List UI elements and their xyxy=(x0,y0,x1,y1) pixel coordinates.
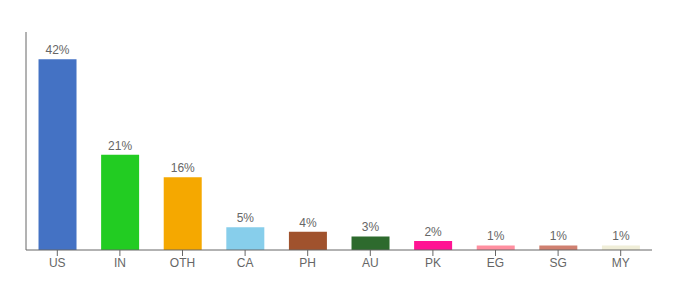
svg-text:3%: 3% xyxy=(362,220,380,234)
svg-text:1%: 1% xyxy=(612,229,630,243)
svg-text:1%: 1% xyxy=(487,229,505,243)
svg-text:2%: 2% xyxy=(424,225,442,239)
svg-text:1%: 1% xyxy=(550,229,568,243)
svg-text:AU: AU xyxy=(362,256,379,270)
svg-text:21%: 21% xyxy=(108,139,132,153)
svg-text:US: US xyxy=(49,256,66,270)
svg-text:42%: 42% xyxy=(46,43,70,57)
svg-text:5%: 5% xyxy=(237,211,255,225)
svg-text:OTH: OTH xyxy=(170,256,195,270)
svg-text:PK: PK xyxy=(425,256,441,270)
svg-text:EG: EG xyxy=(487,256,504,270)
svg-text:PH: PH xyxy=(299,256,316,270)
svg-text:MY: MY xyxy=(612,256,630,270)
svg-text:IN: IN xyxy=(114,256,126,270)
svg-text:4%: 4% xyxy=(299,216,317,230)
svg-text:16%: 16% xyxy=(171,161,195,175)
svg-text:CA: CA xyxy=(237,256,254,270)
svg-text:SG: SG xyxy=(549,256,566,270)
